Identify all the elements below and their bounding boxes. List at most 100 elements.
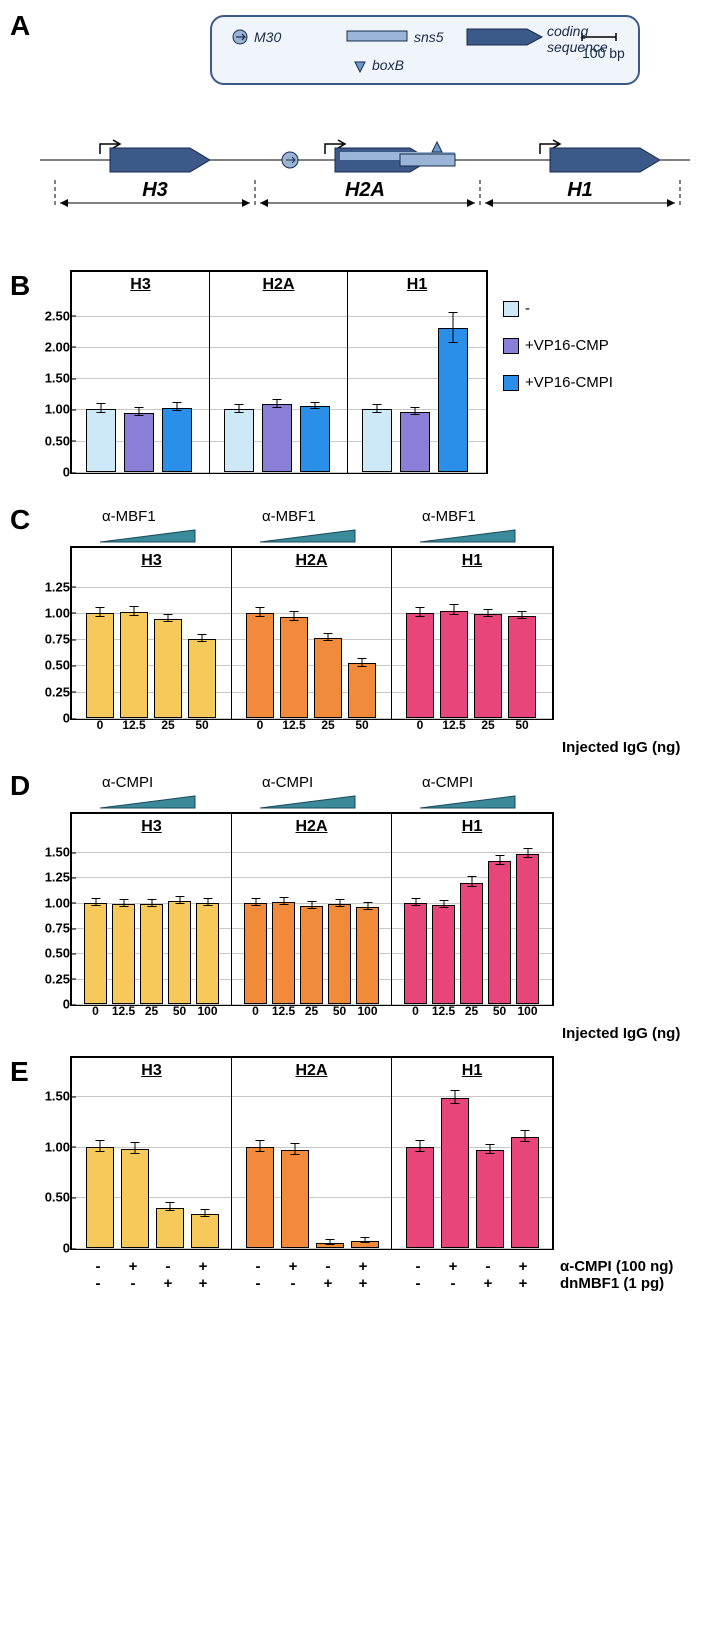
x-label: 100 — [197, 1004, 217, 1018]
panel-c-label: C — [10, 504, 30, 536]
y-tick: 1.25 — [30, 579, 70, 594]
y-tick: 1.50 — [30, 845, 70, 860]
bar — [246, 1147, 274, 1248]
bar — [351, 1241, 379, 1248]
bar — [441, 1098, 469, 1248]
x-label: 100 — [357, 1004, 377, 1018]
error-bar — [453, 312, 454, 343]
condition-mark: + — [471, 1275, 506, 1292]
error-bar — [362, 658, 363, 666]
condition-mark: + — [116, 1258, 151, 1275]
x-label: 12.5 — [282, 718, 305, 732]
error-bar — [365, 1237, 366, 1243]
error-bar — [339, 899, 340, 907]
x-label: 0 — [97, 718, 104, 732]
error-bar — [283, 897, 284, 905]
error-bar — [100, 607, 101, 618]
subplot-title: H3 — [141, 1062, 161, 1080]
y-tick: 1.50 — [30, 1089, 70, 1104]
legend-text: - — [525, 300, 530, 317]
error-bar — [179, 896, 180, 904]
error-bar — [151, 899, 152, 907]
subplot-h1: α-CMPIH1012.52550100 — [392, 814, 552, 1004]
gradient-wedge-icon — [420, 528, 520, 549]
y-tick: 1.00 — [30, 605, 70, 620]
condition-mark: - — [401, 1275, 436, 1292]
subplot-h3: H300.501.001.502.002.50 — [72, 272, 210, 472]
error-bar — [499, 855, 500, 865]
subplot-title: H2A — [295, 1062, 327, 1080]
y-tick: 0.50 — [30, 658, 70, 673]
error-bar — [139, 407, 140, 416]
x-label: 50 — [173, 1004, 186, 1018]
y-tick: 1.00 — [30, 402, 70, 417]
x-label: 25 — [465, 1004, 478, 1018]
error-bar — [123, 899, 124, 907]
condition-mark: - — [241, 1275, 276, 1292]
x-label: 50 — [195, 718, 208, 732]
condition-mark: - — [151, 1258, 186, 1275]
subplot-title: H1 — [407, 276, 427, 294]
x-label: 25 — [161, 718, 174, 732]
condition-mark: - — [81, 1275, 116, 1292]
error-bar — [260, 1140, 261, 1152]
subplot-title: H3 — [141, 818, 161, 836]
error-bar — [490, 1144, 491, 1154]
error-bar — [420, 1140, 421, 1152]
bar — [432, 905, 455, 1004]
condition-mark: + — [346, 1258, 381, 1275]
error-bar — [415, 898, 416, 906]
x-label: 50 — [493, 1004, 506, 1018]
panel-a-label: A — [10, 10, 30, 42]
panel-a-legend: M30 sns5 boxB coding sequence 100 bp — [210, 15, 640, 85]
condition-mark: + — [506, 1258, 541, 1275]
gradient-wedge-icon — [260, 794, 360, 815]
bar — [272, 902, 295, 1004]
gene-map: H3 H2A H1 — [40, 130, 690, 230]
bar — [362, 409, 392, 472]
x-label: 12.5 — [442, 718, 465, 732]
error-bar — [415, 407, 416, 416]
error-bar — [454, 604, 455, 615]
condition-mark: - — [401, 1258, 436, 1275]
bar — [300, 406, 330, 472]
error-bar — [522, 611, 523, 619]
condition-mark: - — [116, 1275, 151, 1292]
condition-row: -+-+-+-+-+-+α-CMPI (100 ng) — [70, 1258, 705, 1275]
legend-item: - — [503, 300, 613, 317]
error-bar — [488, 609, 489, 617]
y-tick: 0.75 — [30, 632, 70, 647]
bar — [406, 1147, 434, 1248]
subplot-h2a: H2A — [210, 272, 348, 472]
x-label: 25 — [481, 718, 494, 732]
legend-scale: 100 bp — [582, 45, 625, 61]
y-tick: 0.50 — [30, 1190, 70, 1205]
y-tick: 1.50 — [30, 371, 70, 386]
condition-label: α-CMPI (100 ng) — [560, 1258, 673, 1275]
subplot-h2a: H2A — [232, 1058, 392, 1248]
condition-row: --++--++--++dnMBF1 (1 pg) — [70, 1275, 705, 1292]
condition-mark: - — [241, 1258, 276, 1275]
error-bar — [135, 1142, 136, 1154]
error-bar — [101, 403, 102, 413]
legend-text: +VP16-CMPI — [525, 374, 613, 391]
y-tick: 0.50 — [30, 433, 70, 448]
condition-mark: + — [346, 1275, 381, 1292]
wedge-label: α-CMPI — [262, 774, 313, 791]
error-bar — [294, 611, 295, 622]
wedge-label: α-MBF1 — [262, 508, 316, 525]
x-label: 12.5 — [272, 1004, 295, 1018]
bar — [244, 903, 267, 1004]
bar — [474, 614, 502, 718]
subplot-h3: H300.501.001.50 — [72, 1058, 232, 1248]
y-tick: 1.00 — [30, 895, 70, 910]
bar — [86, 409, 116, 472]
error-bar — [315, 402, 316, 410]
error-bar — [328, 633, 329, 641]
error-bar — [202, 634, 203, 642]
subplot-h1: H1 — [348, 272, 486, 472]
bar — [124, 413, 154, 472]
panel-d: D α-CMPIH300.250.500.751.001.251.50012.5… — [10, 770, 705, 1026]
subplot-h1: H1 — [392, 1058, 552, 1248]
gradient-wedge-icon — [100, 528, 200, 549]
